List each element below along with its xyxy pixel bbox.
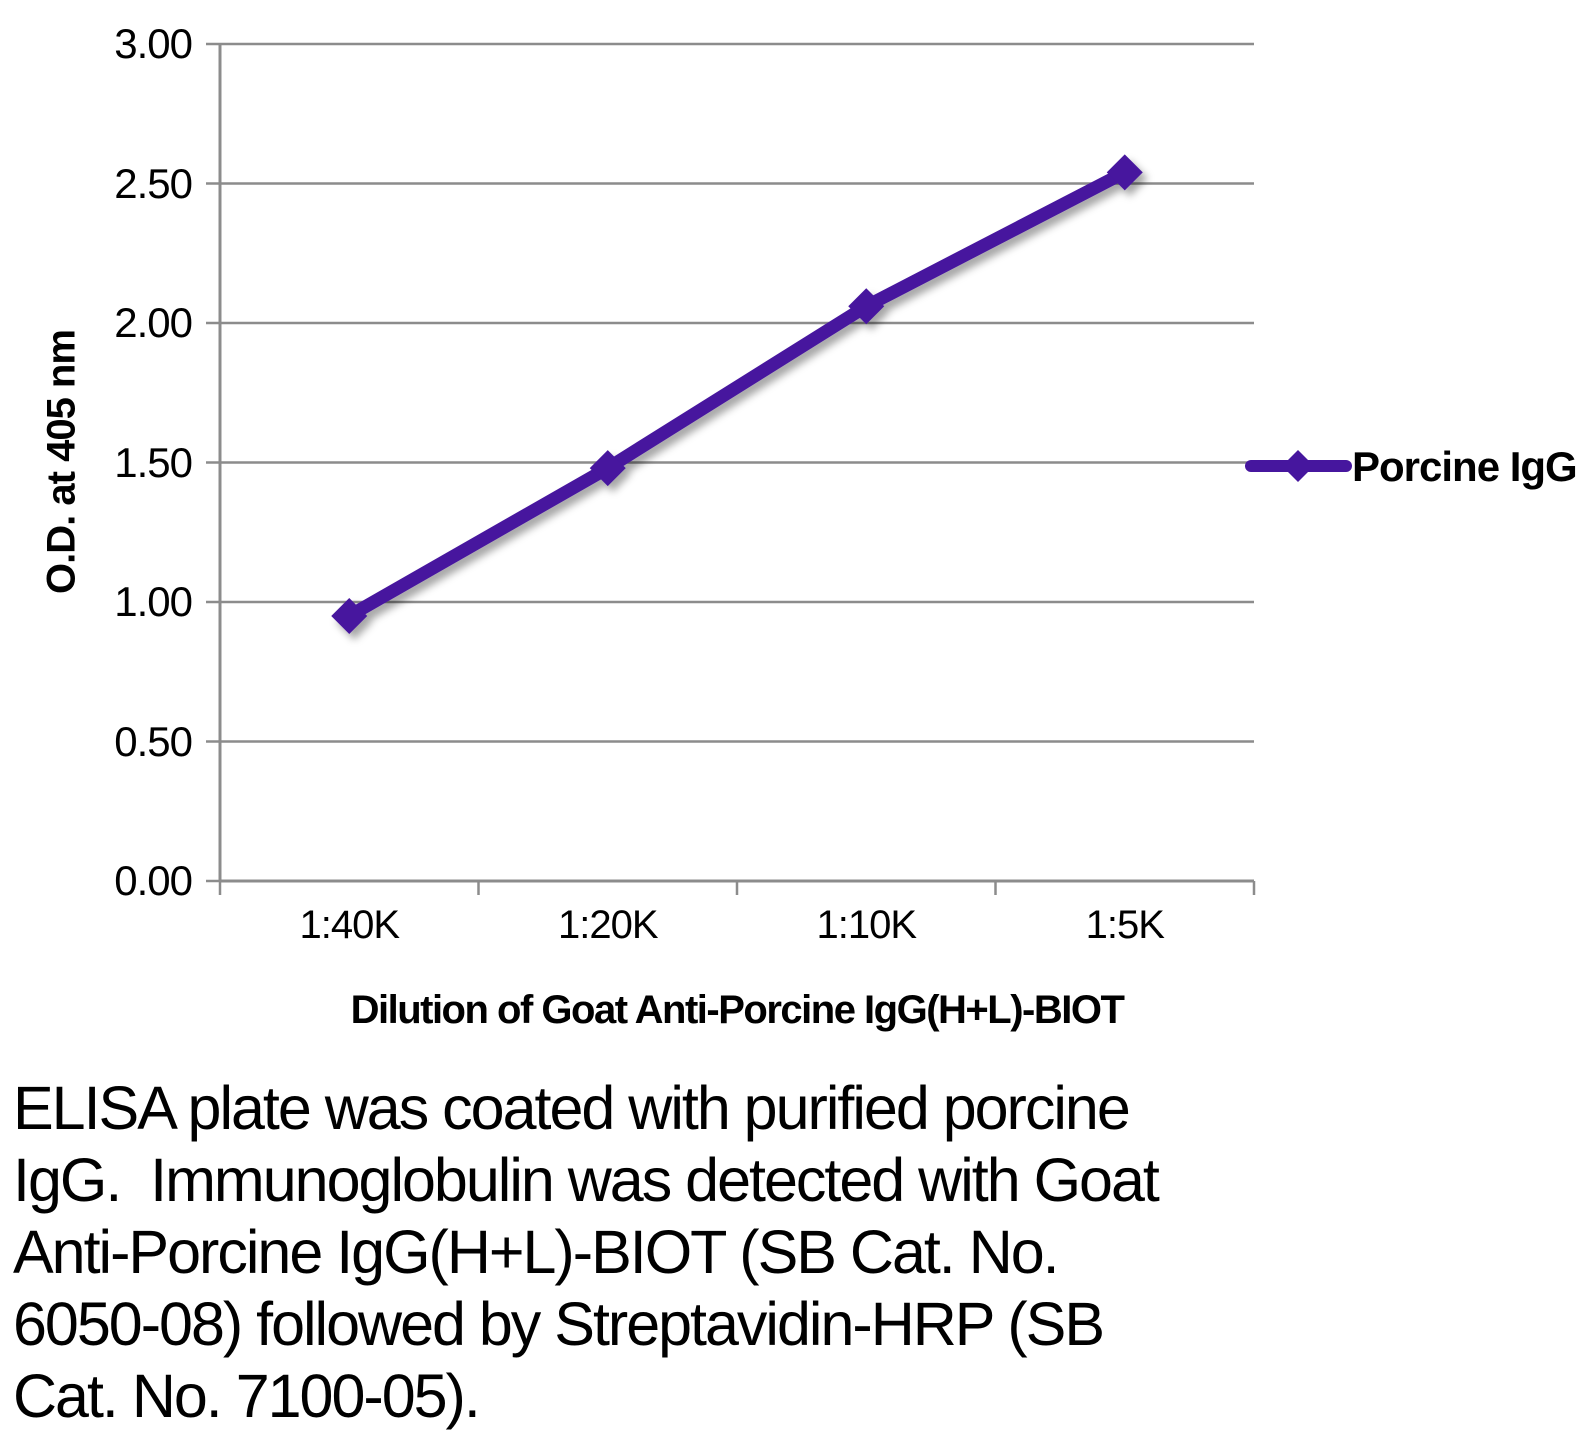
caption-line: Anti-Porcine IgG(H+L)-BIOT (SB Cat. No. — [13, 1218, 1060, 1286]
x-tick-label: 1:5K — [1085, 903, 1165, 947]
y-tick-label: 2.50 — [114, 159, 193, 207]
y-tick-label: 0.50 — [114, 717, 193, 765]
x-tick-label: 1:20K — [557, 903, 659, 947]
caption-line: 6050-08) followed by Streptavidin-HRP (S… — [13, 1290, 1105, 1358]
figure-caption: ELISA plate was coated with purified por… — [13, 1072, 1573, 1432]
legend-line-swatch — [1245, 450, 1352, 482]
caption-line: ELISA plate was coated with purified por… — [13, 1074, 1131, 1142]
x-axis-title: Dilution of Goat Anti-Porcine IgG(H+L)-B… — [350, 988, 1125, 1032]
y-tick-label: 3.00 — [114, 20, 193, 67]
legend-label: Porcine IgG — [1352, 443, 1578, 490]
y-tick-label: 1.00 — [114, 578, 193, 625]
y-tick-label: 1.50 — [114, 438, 193, 486]
y-tick-label: 2.00 — [114, 299, 193, 346]
elisa-line-chart: O.D. at 405 nm 0.00 0.50 1.00 1.50 2.00 2.50 3… — [40, 20, 1578, 1033]
x-tick-label: 1:10K — [816, 903, 917, 947]
caption-line: IgG. Immunoglobulin was detected with Go… — [13, 1146, 1160, 1214]
series-line — [342, 165, 1132, 623]
plot-area — [206, 42, 1352, 895]
series-porcine-igg — [331, 154, 1143, 634]
x-tick-label: 1:40K — [299, 903, 400, 947]
y-tick-label: 0.00 — [114, 857, 193, 904]
caption-line: Cat. No. 7100-05). — [13, 1362, 481, 1430]
